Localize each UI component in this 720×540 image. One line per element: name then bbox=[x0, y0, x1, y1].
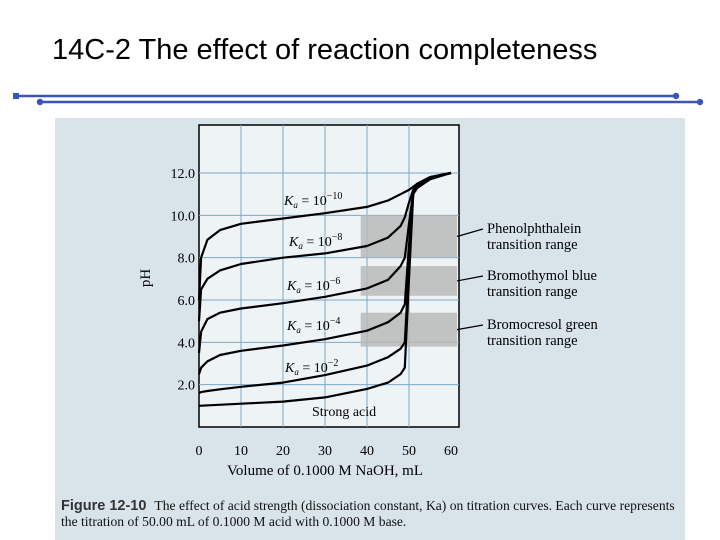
slide-title: 14C-2 The effect of reaction completenes… bbox=[52, 34, 598, 66]
ka-label-subscript: a bbox=[294, 367, 299, 377]
y-tick-label: 6.0 bbox=[178, 294, 196, 309]
ka-label: Ka = 10−2 bbox=[284, 358, 338, 377]
x-axis-label: Volume of 0.1000 M NaOH, mL bbox=[227, 463, 423, 479]
ka-label-symbol: K bbox=[284, 361, 295, 376]
y-tick-label: 2.0 bbox=[178, 379, 196, 394]
ka-label-exponent: −8 bbox=[332, 232, 343, 243]
figure-caption: Figure 12-10 The effect of acid strength … bbox=[61, 498, 679, 530]
y-axis-label: pH bbox=[138, 269, 154, 288]
ka-label-symbol: K bbox=[286, 279, 297, 294]
ka-label-exponent: −2 bbox=[328, 358, 339, 369]
x-tick-label: 40 bbox=[360, 444, 374, 459]
y-tick-label: 12.0 bbox=[171, 167, 196, 182]
transition-band bbox=[360, 312, 457, 347]
ka-label-value: = 10 bbox=[299, 361, 328, 376]
titration-curves bbox=[197, 171, 452, 407]
range-name: Bromocresol green bbox=[487, 317, 598, 333]
x-tick-label: 0 bbox=[196, 444, 203, 459]
ka-label-value: = 10 bbox=[298, 194, 327, 209]
x-tick-label: 20 bbox=[276, 444, 290, 459]
ka-label-exponent: −6 bbox=[330, 276, 341, 287]
ka-label: Ka = 10−4 bbox=[286, 316, 340, 335]
ka-label: Ka = 10−6 bbox=[286, 276, 340, 295]
ka-label-subscript: a bbox=[296, 325, 301, 335]
ka-label-subscript: a bbox=[296, 285, 301, 295]
figure-panel: Ka = 10−10 Ka = 10−8 Ka = 10−6 Ka = 10−4 Ka … bbox=[55, 118, 685, 540]
x-tick-label: 10 bbox=[234, 444, 248, 459]
x-tick-label: 60 bbox=[444, 444, 458, 459]
ka-label: Ka = 10−8 bbox=[288, 232, 342, 251]
ka-label-symbol: K bbox=[288, 235, 299, 250]
y-tick-label: 10.0 bbox=[171, 209, 196, 224]
ka-label-value: = 10 bbox=[303, 235, 332, 250]
range-subtitle: transition range bbox=[487, 237, 578, 253]
ka-label-subscript: a bbox=[298, 241, 303, 251]
ka-label-subscript: a bbox=[293, 200, 298, 210]
range-subtitle: transition range bbox=[487, 333, 578, 349]
divider-square-left bbox=[13, 93, 19, 99]
divider-dot-right-top bbox=[672, 92, 680, 100]
ka-label-symbol: K bbox=[286, 319, 297, 334]
range-subtitle: transition range bbox=[487, 284, 578, 300]
axis-ticks: 0 10 20 30 40 50 60 2.0 4.0 6.0 8.0 10.0 12.0 bbox=[171, 167, 459, 459]
ka-label-symbol: K bbox=[283, 194, 294, 209]
ka-label-exponent: −4 bbox=[330, 316, 341, 327]
range-name: Bromothymol blue bbox=[487, 268, 597, 284]
ka-label-value: = 10 bbox=[301, 319, 330, 334]
strong-acid-label: Strong acid bbox=[312, 405, 376, 420]
ka-label-value: = 10 bbox=[301, 279, 330, 294]
divider-dot-right-bottom bbox=[696, 98, 704, 106]
titration-curve bbox=[198, 171, 452, 407]
y-tick-label: 8.0 bbox=[178, 252, 196, 267]
ka-label: Ka = 10−10 bbox=[283, 191, 342, 210]
caption-text: The effect of acid strength (dissociatio… bbox=[61, 498, 675, 529]
range-leader-line bbox=[456, 275, 484, 282]
range-name: Phenolphthalein bbox=[487, 221, 582, 237]
figure-label: Figure 12-10 bbox=[61, 498, 147, 514]
x-tick-label: 30 bbox=[318, 444, 332, 459]
range-leader-line bbox=[456, 324, 484, 331]
x-tick-label: 50 bbox=[402, 444, 416, 459]
divider-dot-left bbox=[36, 98, 44, 106]
title-divider bbox=[13, 92, 704, 106]
range-leader-line bbox=[456, 228, 484, 238]
y-tick-label: 4.0 bbox=[178, 336, 196, 351]
ka-label-exponent: −10 bbox=[327, 191, 343, 202]
